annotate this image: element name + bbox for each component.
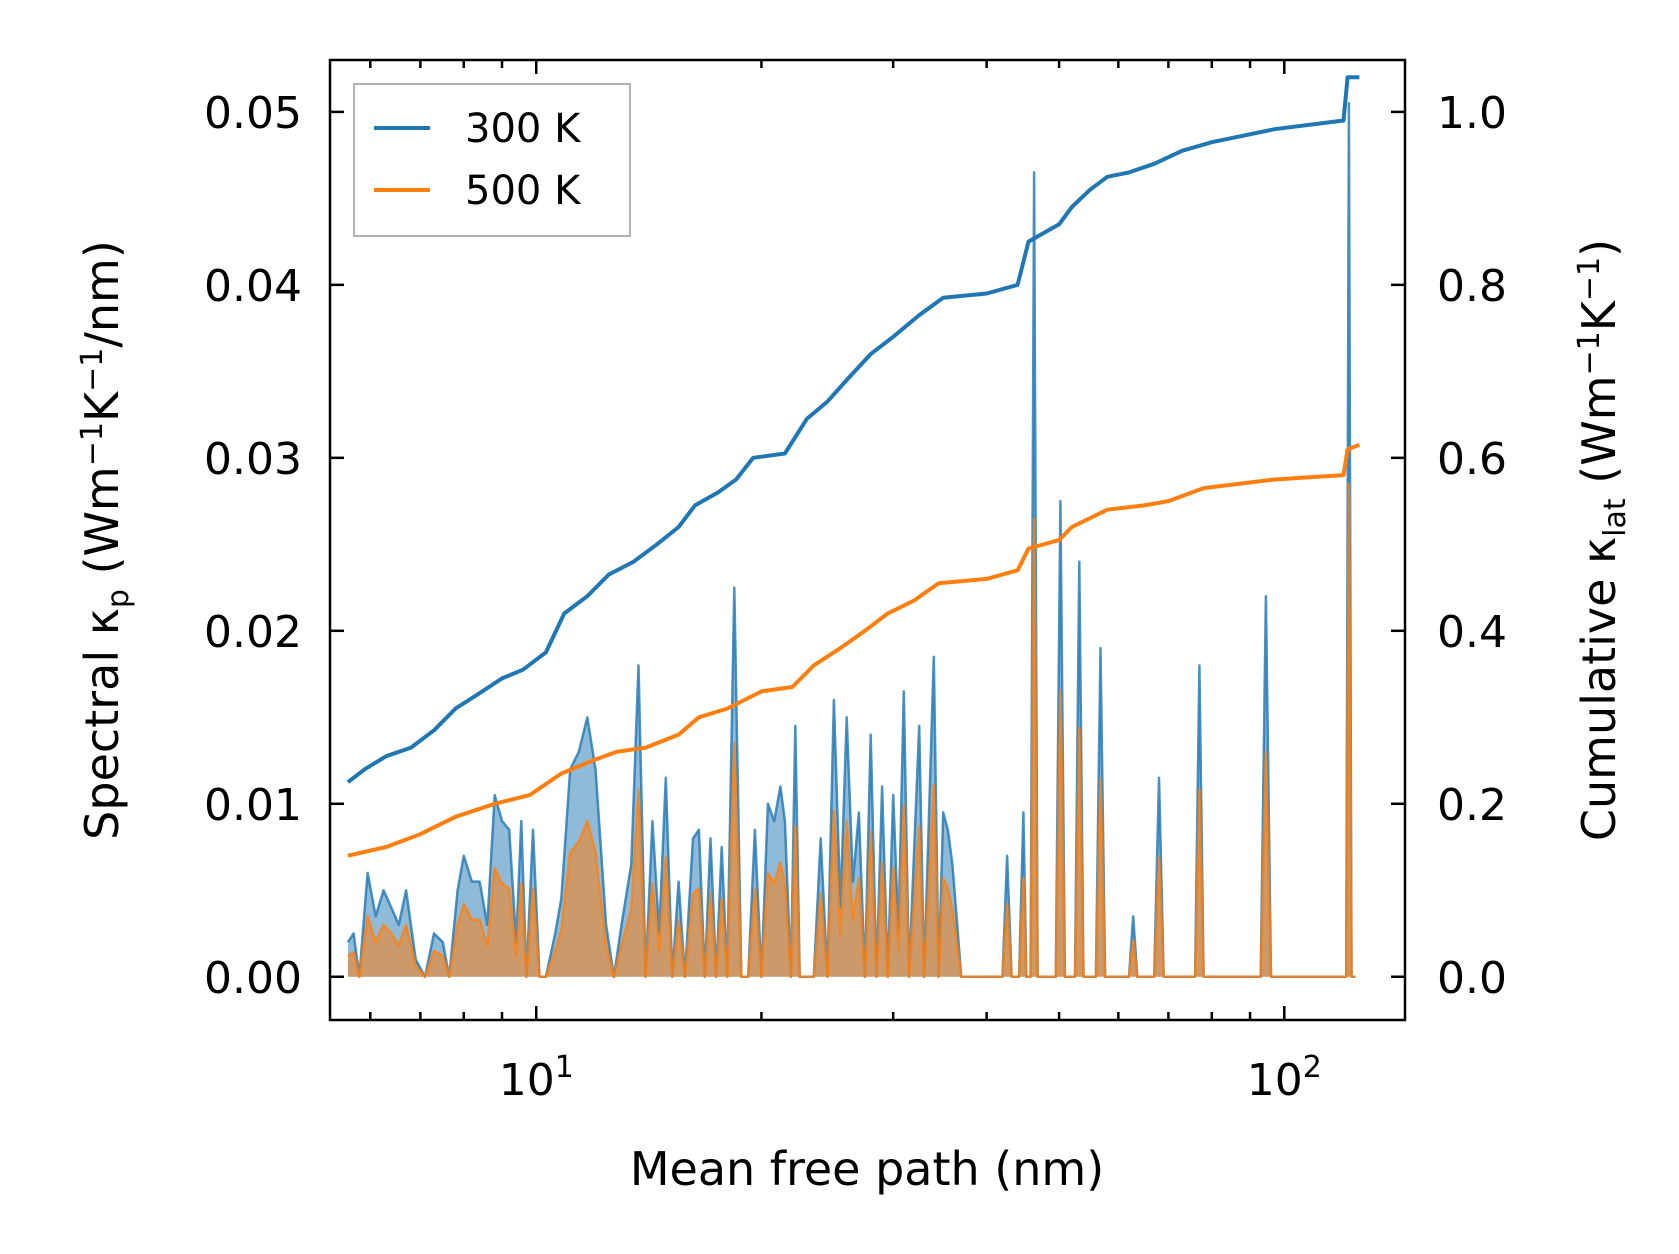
spectral-line-500k	[347, 482, 1356, 979]
x-axis-label: Mean free path (nm)	[630, 1142, 1104, 1196]
y-right-tick-label: 0.0	[1437, 953, 1507, 1004]
y-right-tick-label: 0.4	[1437, 607, 1507, 658]
spectral-fills	[346, 101, 1356, 979]
y-right-tick-label: 0.8	[1437, 261, 1507, 312]
tick-labels: 0.00 0.01 0.02 0.03 0.04 0.05 0.0 0.2 0.4 0.6 0.8 1…	[204, 88, 1507, 1106]
y-left-tick-label: 0.05	[204, 88, 302, 139]
plot-frame	[328, 58, 1407, 1022]
axis-ticks	[330, 60, 1405, 1020]
y-right-tick-label: 1.0	[1437, 88, 1507, 139]
y-axis-label-right: Cumulative κlat (Wm−1K−1)	[1572, 239, 1633, 841]
spectral-line-300k	[346, 101, 1356, 979]
y-left-tick-label: 0.02	[204, 607, 302, 658]
y-left-tick-label: 0.04	[204, 261, 302, 312]
data-lines	[346, 75, 1361, 858]
cumulative-line-500k	[347, 443, 1361, 858]
y-right-tick-label: 0.6	[1437, 434, 1507, 485]
x-tick-label: 101	[499, 1050, 574, 1106]
legend: 300 K 500 K	[353, 83, 631, 237]
y-left-tick-label: 0.03	[204, 434, 302, 485]
y-left-tick-label: 0.01	[204, 780, 302, 831]
legend-box	[353, 83, 631, 237]
y-axis-label-left: Spectral κp (Wm−1K−1/nm)	[75, 240, 136, 840]
cumulative-line-300k	[346, 75, 1360, 784]
y-left-tick-label: 0.00	[204, 953, 302, 1004]
x-tick-label: 102	[1247, 1050, 1322, 1106]
y-right-tick-label: 0.2	[1437, 780, 1507, 831]
legend-label-500k: 500 K	[465, 168, 582, 214]
legend-label-300k: 300 K	[465, 106, 582, 152]
